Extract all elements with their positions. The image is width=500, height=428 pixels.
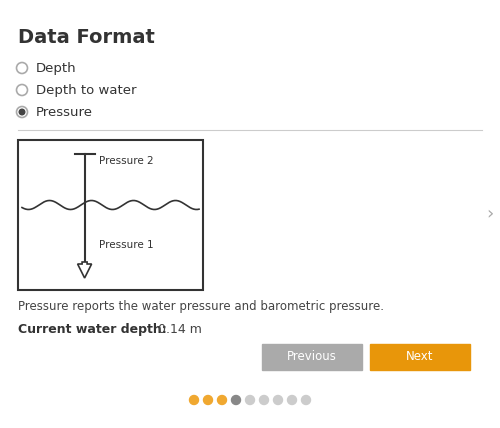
Circle shape [19,109,25,115]
Circle shape [288,395,296,404]
Circle shape [16,62,28,74]
Circle shape [302,395,310,404]
Bar [262,344,362,370]
Text: Pressure: Pressure [36,105,93,119]
Text: 0.14 m: 0.14 m [158,323,202,336]
Text: Depth to water: Depth to water [36,83,136,96]
Circle shape [16,107,28,118]
Circle shape [232,395,240,404]
Text: Data Format: Data Format [18,28,155,47]
Text: Depth: Depth [36,62,76,74]
Text: Next: Next [406,351,434,363]
Text: Pressure reports the water pressure and barometric pressure.: Pressure reports the water pressure and … [18,300,384,313]
Text: Current water depth:: Current water depth: [18,323,167,336]
Bar [370,344,470,370]
Text: ›: › [486,205,494,223]
Circle shape [204,395,212,404]
Text: Pressure 2: Pressure 2 [98,156,153,166]
Bar [18,140,203,290]
Polygon shape [78,262,92,278]
Circle shape [218,395,226,404]
Circle shape [246,395,254,404]
Text: Previous: Previous [287,351,337,363]
Circle shape [260,395,268,404]
Text: Pressure 1: Pressure 1 [98,240,153,250]
Circle shape [274,395,282,404]
Circle shape [190,395,198,404]
Circle shape [16,84,28,95]
